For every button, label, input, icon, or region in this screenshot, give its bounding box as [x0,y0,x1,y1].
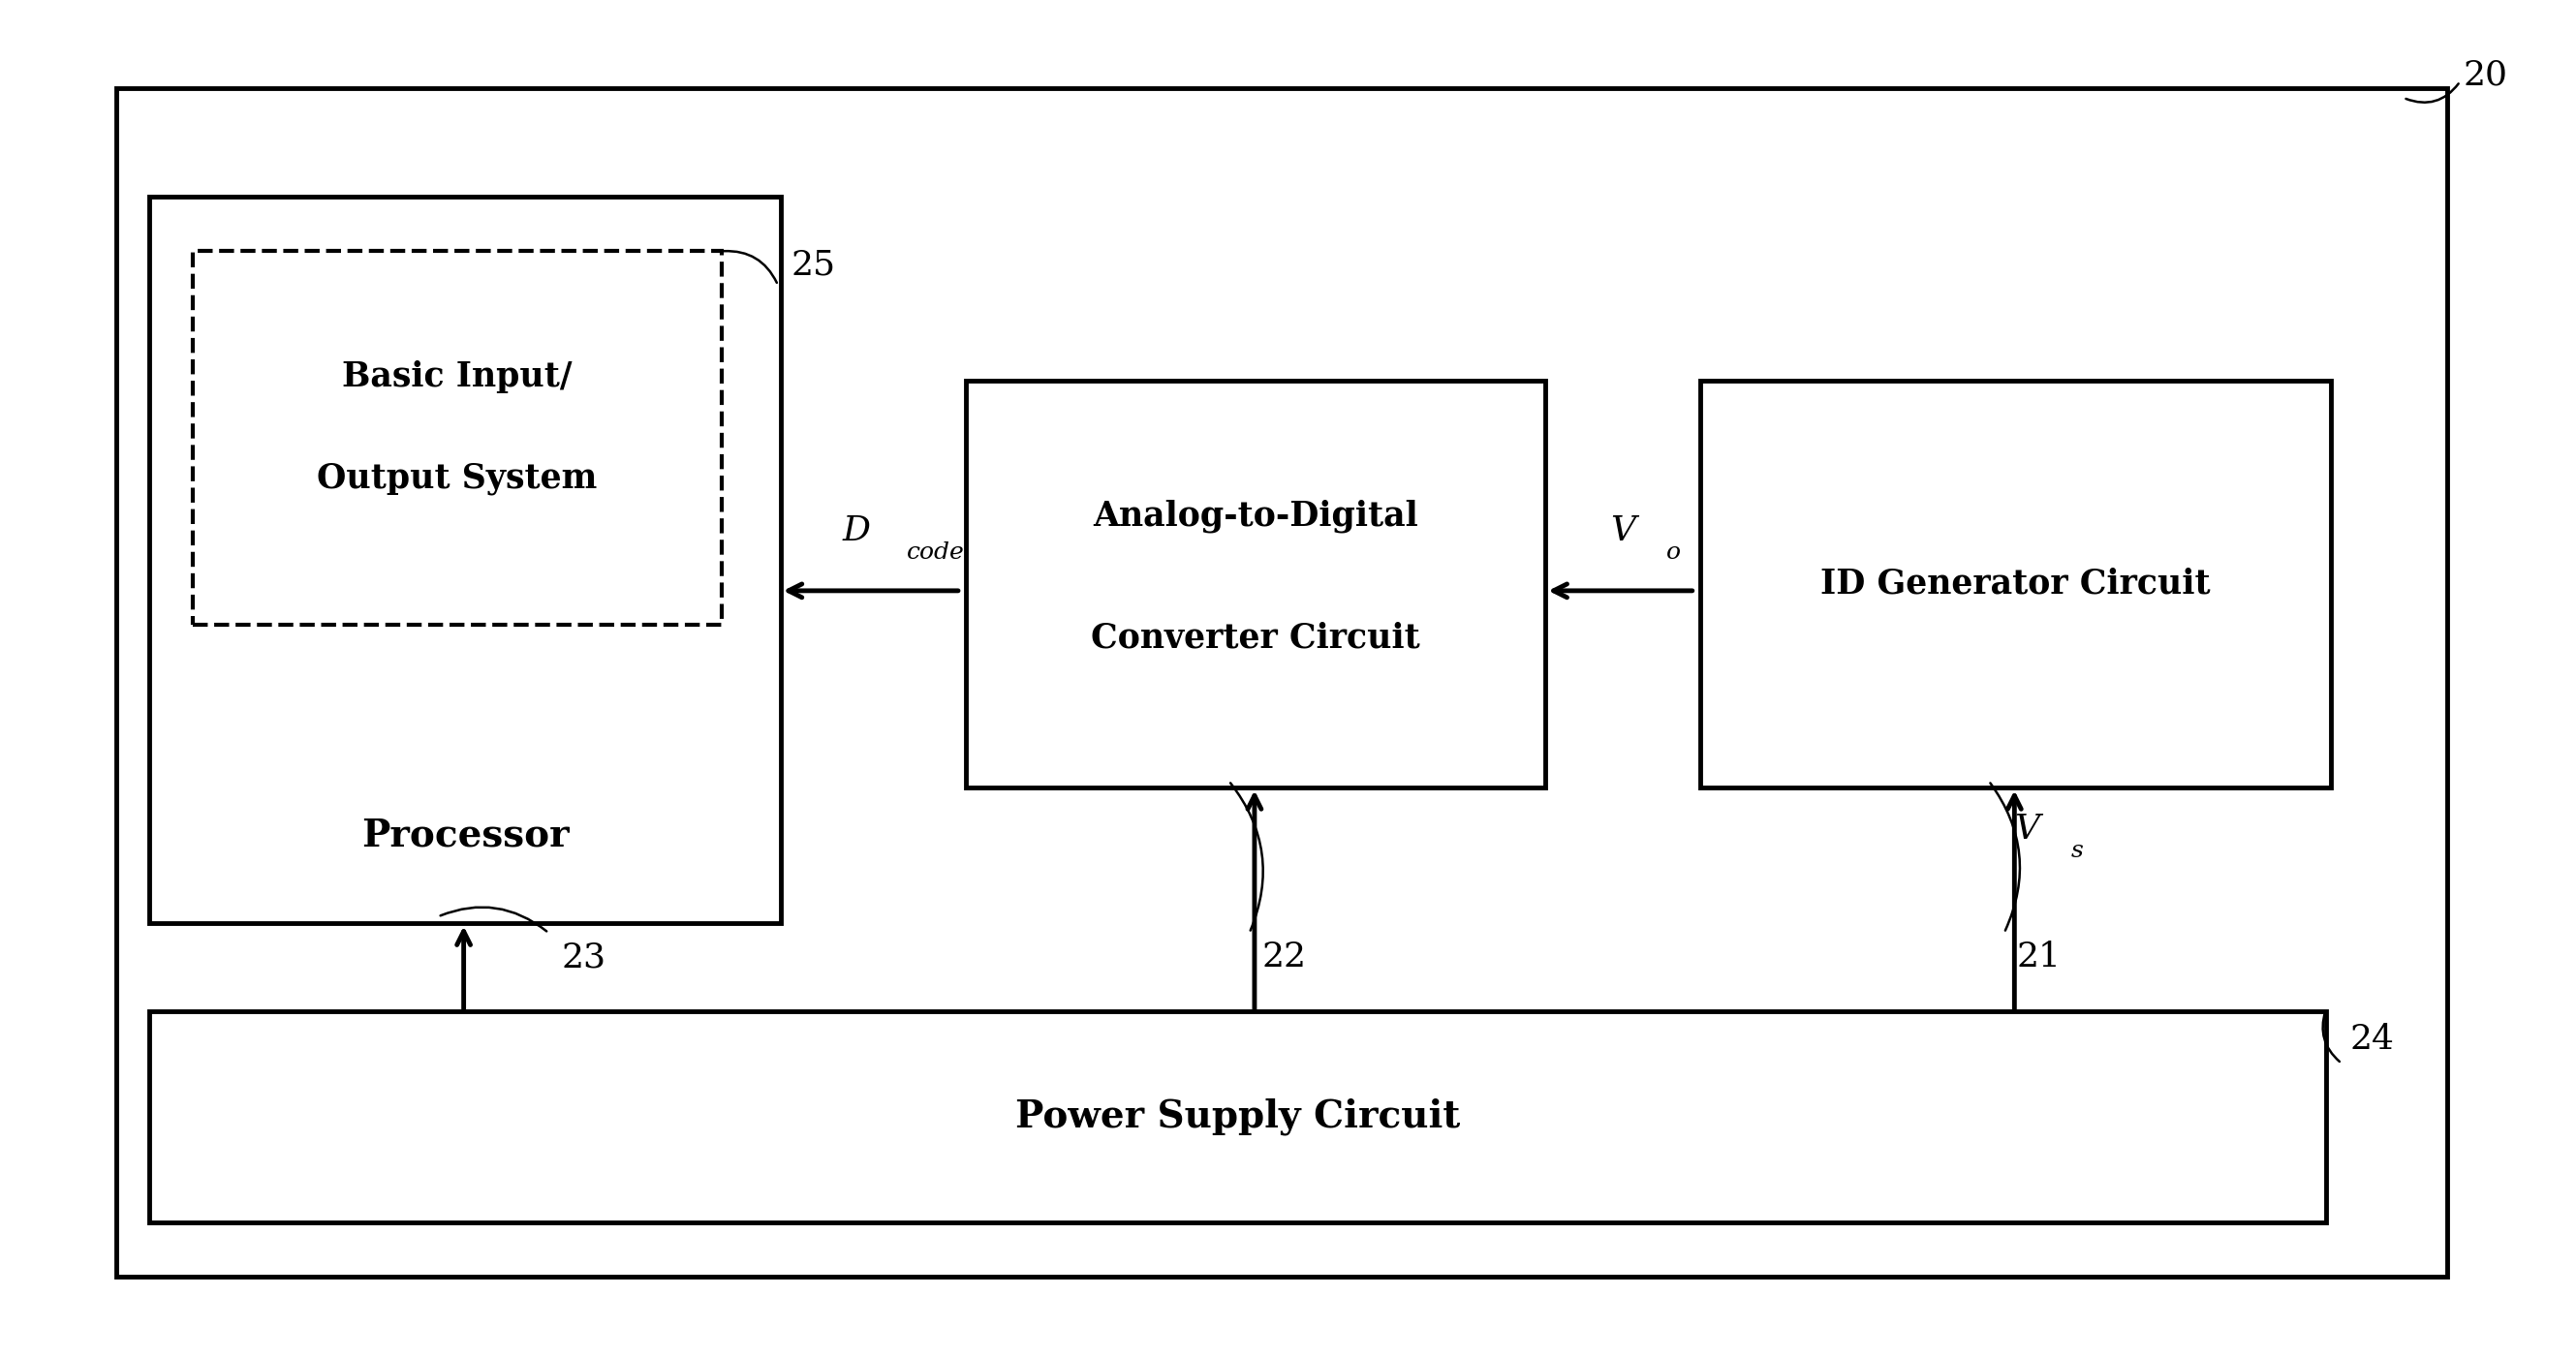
Text: ID Generator Circuit: ID Generator Circuit [1821,568,2210,600]
Text: Processor: Processor [361,816,569,854]
Text: Output System: Output System [317,462,598,496]
Text: 21: 21 [2017,941,2061,974]
Bar [1700,380,2331,788]
Text: Converter Circuit: Converter Circuit [1092,622,1419,655]
Text: Analog-to-Digital: Analog-to-Digital [1092,500,1419,532]
Text: 23: 23 [562,941,605,974]
Text: code: code [907,542,963,564]
Text: Power Supply Circuit: Power Supply Circuit [1015,1099,1461,1135]
Bar [149,1012,2326,1222]
Text: 25: 25 [791,249,835,281]
Bar [193,251,721,625]
Text: V: V [1610,515,1636,547]
Bar [966,380,1546,788]
Text: 24: 24 [2349,1023,2393,1055]
Text: D: D [842,515,871,547]
Text: Basic Input/: Basic Input/ [343,360,572,394]
Text: V: V [2014,813,2040,846]
Text: 20: 20 [2463,58,2509,91]
Text: 22: 22 [1262,941,1306,974]
Text: o: o [1667,542,1682,564]
Bar [149,197,781,923]
Text: s: s [2071,841,2084,862]
Bar [116,88,2447,1277]
